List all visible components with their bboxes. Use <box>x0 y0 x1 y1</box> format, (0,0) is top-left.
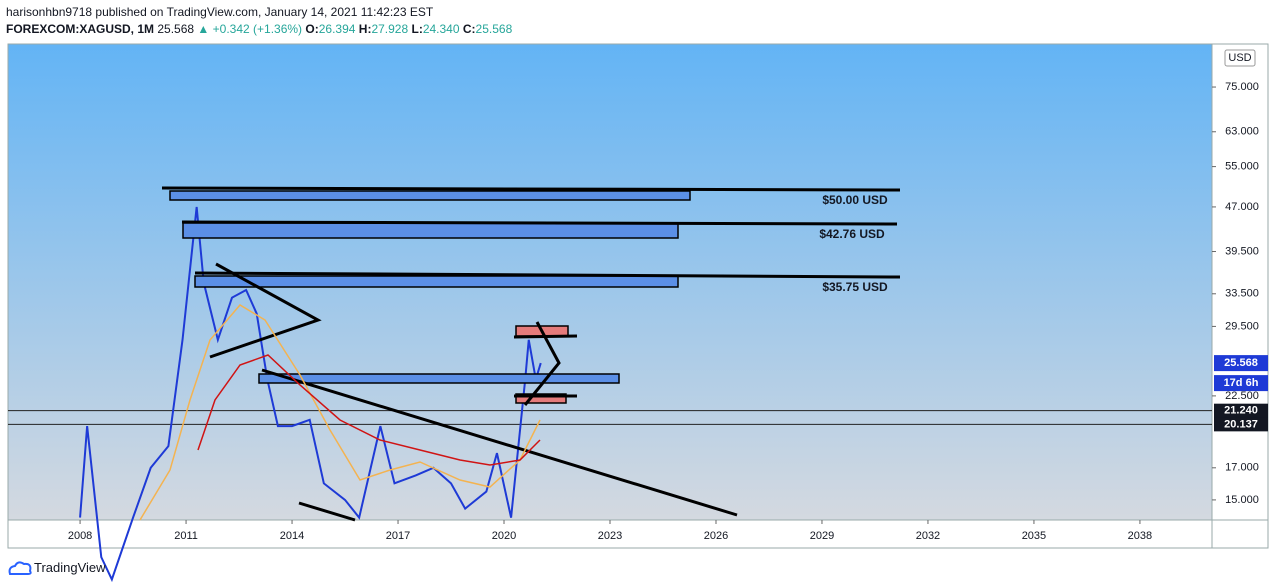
y-tick-label: 22.500 <box>1225 390 1259 402</box>
y-tick-label: 63.000 <box>1225 126 1259 138</box>
zone <box>182 222 679 239</box>
price-line <box>79 206 542 583</box>
zone <box>258 373 620 384</box>
arrow: ▲ <box>197 22 210 36</box>
y-tick-label: 75.000 <box>1225 81 1259 93</box>
ohlc-value: 27.928 <box>371 22 409 36</box>
publisher: harisonhbn9718 published on TradingView.… <box>6 5 434 19</box>
x-tick-label: 2026 <box>704 530 728 542</box>
moving-average <box>139 304 541 521</box>
ohlc-label: H: <box>358 22 372 36</box>
last-price-badge <box>1214 355 1268 372</box>
annotation: $35.75 USD <box>822 280 888 294</box>
ohlc-label: C: <box>462 22 476 36</box>
trend-line <box>298 501 356 522</box>
brand: TradingView <box>34 560 106 575</box>
triangle <box>209 262 322 359</box>
ohlc-value: 25.568 <box>475 22 513 36</box>
annotation: $50.00 USD <box>822 193 888 207</box>
level-badge <box>1214 417 1268 432</box>
countdown-badge <box>1214 375 1268 392</box>
countdown: 17d 6h <box>1224 377 1259 389</box>
cloud <box>8 561 32 575</box>
zone <box>169 190 691 201</box>
level-badge <box>1214 403 1268 418</box>
trend-line <box>161 186 901 192</box>
x-tick-label: 2032 <box>916 530 940 542</box>
trend-line <box>181 220 898 226</box>
y-tick-label: 29.500 <box>1225 320 1259 332</box>
y-tick-label: 55.000 <box>1225 161 1259 173</box>
y-tick-label: 33.500 <box>1225 288 1259 300</box>
drawings <box>139 186 901 522</box>
trend-line <box>194 271 901 279</box>
symbol-line: FOREXCOM:XAGUSD, 1M 25.568 ▲ +0.342 (+1.… <box>6 22 512 36</box>
brand-logo <box>8 561 32 575</box>
y-tick-label: 17.000 <box>1225 462 1259 474</box>
x-tick-label: 2008 <box>68 530 92 542</box>
x-tick-label: 2020 <box>492 530 516 542</box>
moving-average <box>197 354 541 466</box>
y-tick-label: 39.500 <box>1225 245 1259 257</box>
frame <box>7 43 1269 549</box>
x-tick-label: 2014 <box>280 530 304 542</box>
zone <box>515 393 567 404</box>
change: +0.342 (+1.36%) <box>212 22 303 36</box>
x-tick-label: 2011 <box>174 530 198 542</box>
ohlc-label: L: <box>411 22 423 36</box>
x-tick-label: 2035 <box>1022 530 1046 542</box>
ohlc-value: 26.394 <box>318 22 356 36</box>
last: 25.568 <box>157 22 195 36</box>
level-label: 20.137 <box>1224 418 1258 430</box>
y-tick-label: 47.000 <box>1225 201 1259 213</box>
currency: USD <box>1228 52 1251 64</box>
x-tick-label: 2017 <box>386 530 410 542</box>
x-tick-label: 2023 <box>598 530 622 542</box>
zone <box>194 275 679 288</box>
ohlc-value: 24.340 <box>422 22 460 36</box>
x-tick-label: 2029 <box>810 530 834 542</box>
symbol: FOREXCOM:XAGUSD, 1M <box>6 22 155 36</box>
y-tick-label: 15.000 <box>1225 494 1259 506</box>
currency-box[interactable] <box>1224 49 1256 67</box>
trend-line <box>261 368 738 517</box>
ohlc-label: O: <box>305 22 319 36</box>
level-label: 21.240 <box>1224 405 1258 417</box>
last-price-label: 25.568 <box>1224 357 1258 369</box>
trend-line <box>513 334 578 339</box>
x-tick-label: 2038 <box>1128 530 1152 542</box>
annotation: $42.76 USD <box>819 227 885 241</box>
